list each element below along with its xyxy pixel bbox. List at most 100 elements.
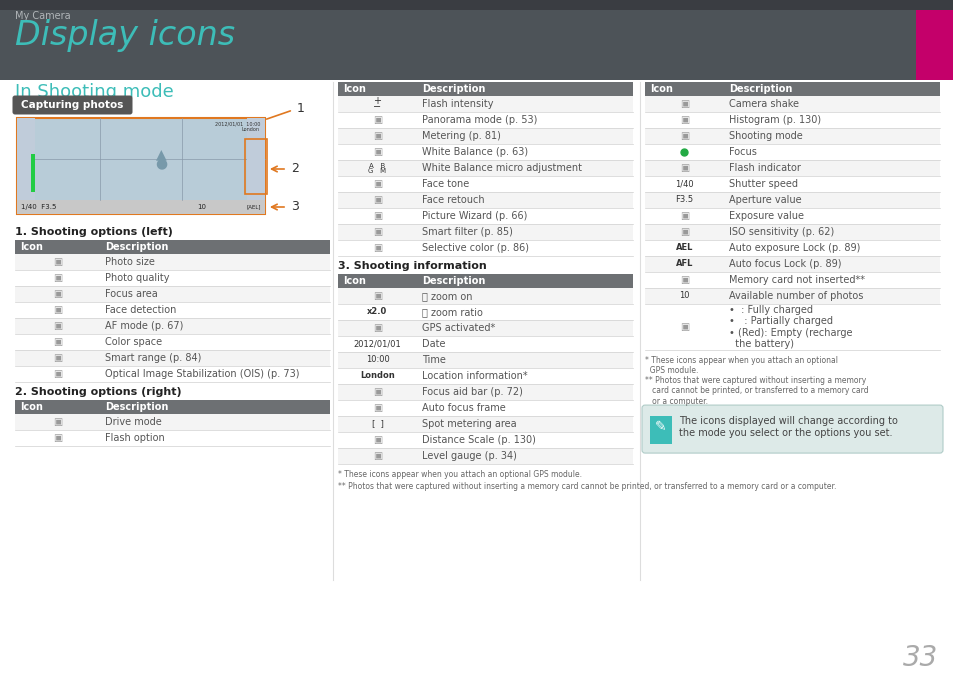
Bar bbox=[15, 366, 330, 382]
Text: ▣: ▣ bbox=[373, 451, 382, 461]
FancyBboxPatch shape bbox=[12, 95, 132, 114]
Bar bbox=[644, 256, 939, 272]
Bar bbox=[337, 304, 633, 320]
Text: London: London bbox=[359, 372, 395, 381]
Text: A   B: A B bbox=[369, 163, 385, 169]
Bar bbox=[15, 254, 330, 270]
Text: ISO sensitivity (p. 62): ISO sensitivity (p. 62) bbox=[728, 227, 833, 237]
Text: Auto exposure Lock (p. 89): Auto exposure Lock (p. 89) bbox=[728, 243, 860, 253]
Bar bbox=[644, 288, 939, 304]
Text: G   M: G M bbox=[368, 168, 386, 174]
Text: ** Photos that were captured without inserting a memory
   card cannot be printe: ** Photos that were captured without ins… bbox=[644, 376, 868, 406]
Text: Flash indicator: Flash indicator bbox=[728, 163, 800, 173]
Bar bbox=[644, 82, 939, 96]
Bar bbox=[644, 112, 939, 128]
Text: −: − bbox=[373, 102, 381, 112]
Bar bbox=[644, 304, 939, 350]
Text: ⓘ zoom ratio: ⓘ zoom ratio bbox=[421, 307, 482, 317]
Text: Icon: Icon bbox=[343, 84, 366, 94]
Text: 10:00: 10:00 bbox=[365, 356, 389, 364]
Text: Display icons: Display icons bbox=[15, 20, 234, 53]
Text: Distance Scale (p. 130): Distance Scale (p. 130) bbox=[421, 435, 536, 445]
Text: ▣: ▣ bbox=[52, 289, 62, 299]
Text: ▣: ▣ bbox=[373, 243, 382, 253]
Bar bbox=[337, 368, 633, 384]
Text: ▣: ▣ bbox=[52, 273, 62, 283]
Bar bbox=[337, 176, 633, 192]
Bar bbox=[15, 270, 330, 286]
Text: ▲
●: ▲ ● bbox=[154, 148, 167, 170]
Text: Location information*: Location information* bbox=[421, 371, 527, 381]
Bar bbox=[15, 414, 330, 430]
Bar bbox=[337, 336, 633, 352]
Bar bbox=[644, 176, 939, 192]
Bar bbox=[337, 288, 633, 304]
Text: Capturing photos: Capturing photos bbox=[21, 100, 124, 110]
Text: Level gauge (p. 34): Level gauge (p. 34) bbox=[421, 451, 517, 461]
Text: Color space: Color space bbox=[105, 337, 162, 347]
FancyBboxPatch shape bbox=[641, 405, 942, 453]
Bar bbox=[644, 144, 939, 160]
Bar bbox=[0, 0, 953, 80]
Bar bbox=[15, 318, 330, 334]
Bar bbox=[247, 118, 265, 200]
Bar bbox=[337, 416, 633, 432]
Text: Face retouch: Face retouch bbox=[421, 195, 484, 205]
Text: Memory card not inserted**: Memory card not inserted** bbox=[728, 275, 864, 285]
Bar bbox=[337, 448, 633, 464]
Text: Exposure value: Exposure value bbox=[728, 211, 803, 221]
Bar bbox=[644, 240, 939, 256]
Text: * These icons appear when you attach an optional GPS module.: * These icons appear when you attach an … bbox=[337, 470, 581, 479]
Text: Focus: Focus bbox=[728, 147, 756, 157]
Text: 1/40  F3.5: 1/40 F3.5 bbox=[21, 204, 56, 210]
Text: Photo size: Photo size bbox=[105, 257, 154, 267]
Text: Auto focus frame: Auto focus frame bbox=[421, 403, 505, 413]
Text: 3: 3 bbox=[291, 201, 298, 214]
Text: ✎: ✎ bbox=[655, 420, 666, 434]
Bar bbox=[337, 160, 633, 176]
Bar bbox=[17, 200, 265, 214]
Text: Panorama mode (p. 53): Panorama mode (p. 53) bbox=[421, 115, 537, 125]
Text: In Shooting mode: In Shooting mode bbox=[15, 83, 173, 101]
Text: 10: 10 bbox=[196, 204, 206, 210]
Text: ▣: ▣ bbox=[373, 179, 382, 189]
Bar bbox=[337, 112, 633, 128]
Text: ▣: ▣ bbox=[52, 353, 62, 363]
Bar bbox=[337, 96, 633, 112]
Text: Smart range (p. 84): Smart range (p. 84) bbox=[105, 353, 201, 363]
Text: White Balance micro adjustment: White Balance micro adjustment bbox=[421, 163, 581, 173]
Text: ▣: ▣ bbox=[679, 99, 688, 109]
Text: Drive mode: Drive mode bbox=[105, 417, 162, 427]
Text: GPS activated*: GPS activated* bbox=[421, 323, 495, 333]
Bar bbox=[337, 240, 633, 256]
Text: Aperture value: Aperture value bbox=[728, 195, 801, 205]
Text: ▣: ▣ bbox=[679, 211, 688, 221]
Text: 3. Shooting information: 3. Shooting information bbox=[337, 261, 486, 271]
Text: Description: Description bbox=[728, 84, 792, 94]
Bar bbox=[644, 96, 939, 112]
Text: ▣: ▣ bbox=[373, 387, 382, 397]
Bar bbox=[15, 286, 330, 302]
Bar bbox=[15, 302, 330, 318]
Text: •  : Fully charged
•   : Partially charged
• (Red): Empty (recharge
  the batter: • : Fully charged • : Partially charged … bbox=[728, 305, 852, 349]
Text: ▣: ▣ bbox=[373, 115, 382, 125]
Text: +: + bbox=[374, 96, 381, 106]
Bar bbox=[0, 0, 953, 10]
Text: Camera shake: Camera shake bbox=[728, 99, 799, 109]
Bar bbox=[644, 224, 939, 240]
Text: Flash intensity: Flash intensity bbox=[421, 99, 493, 109]
Bar bbox=[15, 430, 330, 446]
Bar bbox=[644, 272, 939, 288]
Bar bbox=[915, 0, 953, 80]
Text: x2.0: x2.0 bbox=[367, 308, 387, 316]
Text: ▣: ▣ bbox=[679, 163, 688, 173]
Text: ▣: ▣ bbox=[679, 275, 688, 285]
Text: 2: 2 bbox=[291, 162, 298, 176]
Text: Available number of photos: Available number of photos bbox=[728, 291, 862, 301]
Text: Auto focus Lock (p. 89): Auto focus Lock (p. 89) bbox=[728, 259, 841, 269]
Text: ▣: ▣ bbox=[373, 227, 382, 237]
Bar bbox=[644, 208, 939, 224]
Bar bbox=[337, 320, 633, 336]
Text: Description: Description bbox=[421, 84, 485, 94]
Text: Description: Description bbox=[105, 402, 168, 412]
